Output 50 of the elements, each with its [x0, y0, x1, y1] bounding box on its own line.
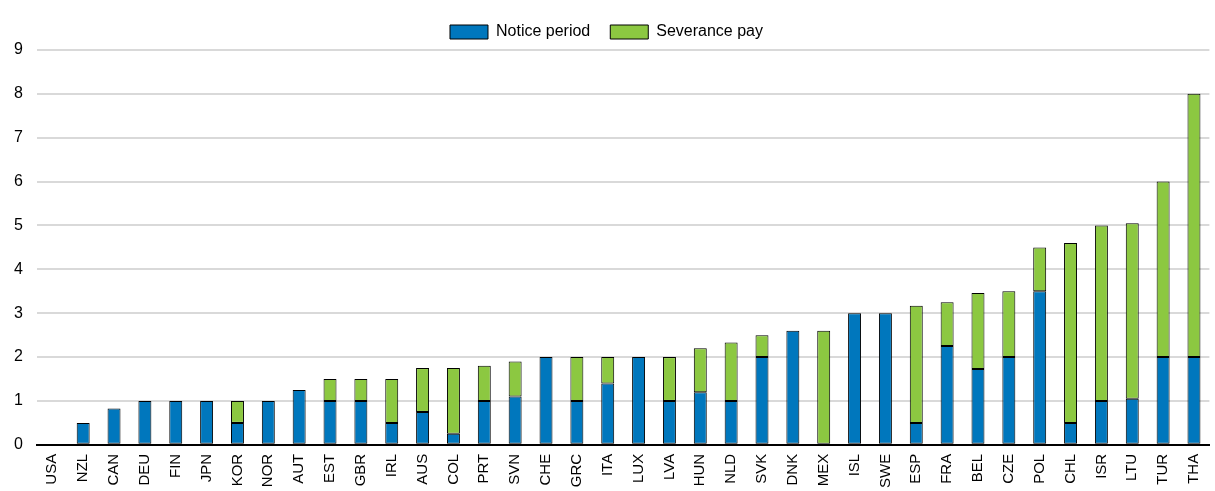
x-tick-label: BEL — [968, 453, 986, 483]
y-tick-label: 8 — [13, 84, 23, 102]
x-tick-label: MEX — [813, 453, 831, 487]
x-tick-label: CHL — [1060, 453, 1078, 484]
x-tick-label: PRT — [474, 453, 492, 484]
x-tick-label: ISL — [844, 453, 862, 477]
x-tick-label: NZL — [73, 453, 91, 483]
x-tick-label: DNK — [782, 453, 800, 486]
x-tick-label: GRC — [567, 453, 585, 488]
x-tick-label: COL — [443, 453, 461, 485]
x-tick-label: CZE — [998, 453, 1016, 484]
y-tick-label: 7 — [13, 128, 23, 146]
x-tick-label: SVN — [505, 453, 523, 485]
x-tick-label: EST — [320, 453, 338, 484]
x-tick-label: DEU — [135, 453, 153, 486]
x-tick-label: FIN — [165, 453, 183, 478]
x-tick-label: FRA — [937, 453, 955, 484]
x-tick-label: NLD — [721, 453, 739, 484]
x-tick-label: LVA — [659, 453, 677, 480]
x-tick-label: USA — [42, 453, 60, 485]
x-tick-label: THA — [1184, 453, 1202, 484]
x-tick-label: AUT — [289, 453, 307, 484]
x-tick-label: NOR — [258, 453, 276, 488]
x-tick-label: LUX — [628, 453, 646, 484]
y-tick-label: 9 — [13, 40, 23, 58]
x-tick-label: SWE — [875, 453, 893, 488]
x-tick-label: AUS — [412, 453, 430, 485]
x-tick-label: CHE — [536, 453, 554, 486]
legend-label: Severance pay — [656, 22, 763, 40]
x-tick-label: LTU — [1122, 453, 1140, 482]
x-tick-label: SVK — [752, 453, 770, 484]
x-tick-label: ITA — [597, 453, 615, 477]
x-tick-label: TUR — [1153, 453, 1171, 485]
x-tick-label: ISR — [1091, 453, 1109, 479]
x-tick-label: ESP — [906, 453, 924, 484]
x-tick-label: CAN — [104, 453, 122, 486]
y-tick-label: 6 — [13, 172, 23, 190]
y-tick-label: 2 — [13, 347, 23, 365]
y-tick-label: 4 — [13, 259, 23, 277]
x-tick-label: KOR — [227, 453, 245, 487]
y-tick-label: 1 — [13, 391, 23, 409]
x-tick-label: GBR — [351, 453, 369, 487]
y-tick-label: 3 — [13, 303, 23, 321]
x-tick-label: JPN — [196, 453, 214, 483]
x-tick-label: POL — [1029, 453, 1047, 484]
y-tick-label: 0 — [13, 435, 23, 453]
x-tick-label: HUN — [690, 453, 708, 487]
x-tick-label: IRL — [381, 453, 399, 478]
y-tick-label: 5 — [13, 215, 23, 233]
legend-label: Notice period — [496, 22, 591, 40]
